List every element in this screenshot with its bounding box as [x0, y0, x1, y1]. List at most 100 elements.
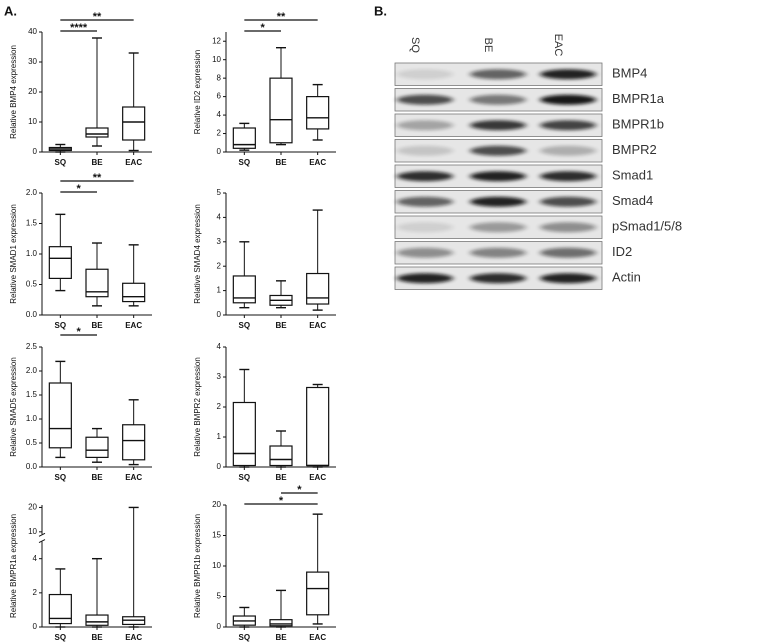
y-tick-label: 1.0 [26, 414, 38, 423]
y-tick-label: 10 [212, 55, 221, 64]
y-tick-label: 0.0 [26, 310, 38, 319]
y-axis-label: Relative SMAD1 expression [9, 204, 18, 304]
band [470, 94, 526, 105]
x-tick-label: BE [91, 473, 103, 482]
y-tick-label: 1.0 [26, 249, 38, 258]
band [470, 222, 526, 233]
y-tick-label: 8 [217, 73, 222, 82]
band [397, 247, 453, 258]
box [269, 77, 293, 144]
significance-label: * [297, 484, 302, 496]
y-tick-label: 4 [217, 110, 222, 119]
band [540, 247, 596, 258]
band [470, 196, 526, 207]
protein-label: Smad1 [612, 168, 653, 183]
y-tick-label: 5 [217, 592, 222, 601]
y-tick-label: 2 [217, 402, 222, 411]
x-tick-label: SQ [239, 633, 251, 642]
box [306, 272, 330, 305]
y-tick-label: 30 [28, 57, 37, 66]
y-tick-label: 0 [217, 147, 222, 156]
band [470, 145, 526, 156]
significance-label: * [261, 22, 266, 34]
y-tick-label: 2 [33, 588, 38, 597]
lane-label: EAC [552, 34, 564, 57]
protein-label: BMPR1a [612, 91, 665, 106]
band [470, 69, 526, 80]
box [306, 96, 330, 130]
y-tick-label: 20 [212, 500, 221, 509]
y-tick-label: 0 [217, 462, 222, 471]
box [122, 424, 146, 461]
y-tick-label: 0 [33, 622, 38, 631]
y-tick-label: 0 [33, 147, 38, 156]
panel-label: A. [4, 3, 17, 18]
band [540, 94, 596, 105]
protein-label: Smad4 [612, 193, 653, 208]
y-tick-label: 15 [212, 531, 221, 540]
y-tick-label: 2 [217, 261, 222, 270]
significance-label: * [77, 183, 82, 195]
x-tick-label: SQ [239, 158, 251, 167]
y-tick-label: 5 [217, 188, 222, 197]
x-tick-label: EAC [125, 321, 142, 330]
significance-label: * [279, 495, 284, 507]
y-tick-label: 20 [28, 87, 37, 96]
band [397, 145, 453, 156]
y-tick-label: 10 [28, 527, 37, 536]
box [232, 401, 256, 467]
y-tick-label: 2 [217, 129, 222, 138]
y-tick-label: 10 [28, 117, 37, 126]
box [269, 619, 293, 627]
band [397, 196, 453, 207]
y-axis-label: Relative ID2 expression [193, 50, 202, 134]
y-tick-label: 1.5 [26, 390, 38, 399]
band [470, 273, 526, 284]
y-tick-label: 0.0 [26, 462, 38, 471]
x-tick-label: SQ [239, 473, 251, 482]
band [540, 69, 596, 80]
y-tick-label: 6 [217, 92, 222, 101]
box [85, 268, 109, 298]
band [540, 120, 596, 131]
y-tick-label: 2.0 [26, 188, 38, 197]
box [122, 282, 146, 303]
significance-label: **** [70, 22, 88, 34]
band [470, 171, 526, 182]
box [269, 445, 293, 467]
protein-label: pSmad1/5/8 [612, 219, 682, 234]
y-tick-label: 2.5 [26, 342, 38, 351]
y-tick-label: 3 [217, 372, 222, 381]
band [540, 273, 596, 284]
x-tick-label: EAC [125, 633, 142, 642]
lane-label: BE [482, 38, 494, 53]
y-tick-label: 4 [217, 342, 222, 351]
x-tick-label: EAC [125, 473, 142, 482]
band [540, 145, 596, 156]
y-axis-label: Relative SMAD4 expression [193, 204, 202, 304]
y-axis-label: Relative BMPR1a expression [9, 514, 18, 618]
significance-label: ** [277, 11, 286, 23]
x-tick-label: BE [275, 473, 287, 482]
band [397, 222, 453, 233]
axis-break [38, 532, 46, 537]
protein-label: ID2 [612, 244, 632, 259]
significance-label: ** [93, 11, 102, 23]
y-tick-label: 1 [217, 432, 222, 441]
y-axis-label: Relative BMPR2 expression [193, 357, 202, 457]
band [397, 69, 453, 80]
y-axis-label: Relative SMAD5 expression [9, 357, 18, 457]
protein-label: Actin [612, 270, 641, 285]
x-tick-label: EAC [125, 158, 142, 167]
x-tick-label: BE [275, 633, 287, 642]
x-tick-label: BE [91, 633, 103, 642]
x-tick-label: EAC [309, 321, 326, 330]
band [540, 171, 596, 182]
x-tick-label: SQ [239, 321, 251, 330]
y-tick-label: 1.5 [26, 219, 38, 228]
box [232, 275, 256, 304]
y-tick-label: 1 [217, 286, 222, 295]
x-tick-label: EAC [309, 158, 326, 167]
y-tick-label: 10 [212, 561, 221, 570]
